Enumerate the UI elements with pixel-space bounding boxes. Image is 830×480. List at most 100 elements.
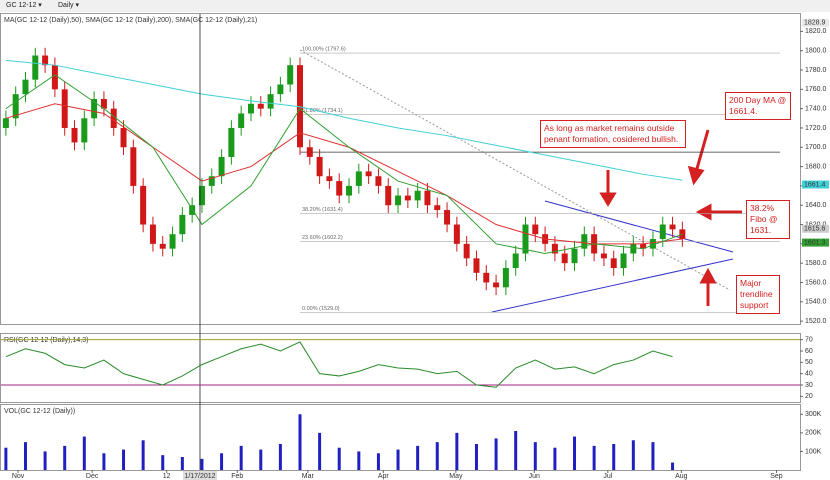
panel-title: RSI(GC 12-12 (Daily),14,3) bbox=[4, 337, 88, 344]
volume-bar bbox=[671, 462, 675, 470]
panel-title: VOL(GC 12-12 (Daily)) bbox=[4, 408, 75, 415]
y-tick-label: 70 bbox=[805, 337, 813, 344]
volume-bar bbox=[337, 447, 341, 470]
y-tick-label: 20 bbox=[805, 393, 813, 400]
x-tick-label: Feb bbox=[231, 473, 243, 480]
candle-body bbox=[169, 234, 176, 249]
price-label: 1615.6 bbox=[804, 226, 826, 233]
candle-body bbox=[669, 224, 676, 230]
price-label-bg bbox=[802, 238, 829, 247]
candle-body bbox=[277, 84, 284, 95]
candle-body bbox=[228, 127, 235, 157]
candle-body bbox=[12, 94, 19, 119]
candle-body bbox=[130, 147, 137, 186]
candle-body bbox=[100, 98, 107, 109]
candle-body bbox=[81, 118, 88, 143]
volume-bar bbox=[435, 442, 439, 470]
x-tick-label: Aug bbox=[675, 473, 688, 480]
volume-bar bbox=[180, 457, 184, 470]
trendlines bbox=[299, 49, 734, 313]
candle-body bbox=[444, 210, 451, 225]
y-tick-label: 300K bbox=[805, 411, 822, 418]
volume-bar bbox=[533, 442, 537, 470]
rsi-panel bbox=[0, 333, 801, 403]
candle-body bbox=[179, 214, 186, 235]
candle-body bbox=[346, 185, 353, 196]
candle-body bbox=[551, 243, 558, 254]
volume-bar bbox=[141, 440, 145, 470]
candle-body bbox=[51, 65, 58, 90]
candle-body bbox=[424, 190, 431, 206]
pennant-lower bbox=[491, 258, 734, 313]
annotation: As long as market remains outside penant… bbox=[540, 120, 686, 148]
candle-body bbox=[453, 224, 460, 244]
volume-bar bbox=[161, 455, 165, 470]
arrowhead bbox=[599, 192, 617, 207]
volume-bar bbox=[239, 445, 243, 470]
candle-body bbox=[512, 253, 519, 268]
candle-body bbox=[493, 282, 500, 288]
y-tick-label: 1580.0 bbox=[805, 260, 827, 267]
volume-bar bbox=[4, 447, 8, 470]
x-tick-label: Dec bbox=[86, 473, 99, 480]
x-tick-label: Jun bbox=[529, 473, 540, 480]
volume-bar bbox=[82, 436, 86, 470]
candle-body bbox=[355, 171, 362, 186]
volume-bar bbox=[200, 458, 204, 470]
candle-body bbox=[218, 156, 225, 177]
volume-bar bbox=[592, 445, 596, 470]
annotation: 38.2% Fibo @ 1631. bbox=[746, 200, 790, 239]
candle-body bbox=[120, 127, 127, 148]
candle-body bbox=[640, 243, 647, 249]
volume-bar bbox=[298, 414, 302, 470]
volume-bar bbox=[318, 432, 322, 470]
candle-body bbox=[473, 258, 480, 273]
annotation: Major trendline support bbox=[736, 275, 780, 314]
volume-bar bbox=[122, 449, 126, 470]
y-tick-label: 1820.0 bbox=[805, 28, 827, 35]
x-tick-label: Nov bbox=[12, 473, 25, 480]
candle-body bbox=[316, 156, 323, 177]
y-tick-label: 1700.0 bbox=[805, 144, 827, 151]
pennant-upper bbox=[544, 200, 734, 253]
series-line bbox=[5, 74, 683, 255]
y-tick-label: 1720.0 bbox=[805, 125, 827, 132]
volume-bar bbox=[612, 444, 616, 470]
candle-body bbox=[140, 185, 147, 225]
price-label-bg bbox=[802, 224, 829, 233]
cursor-label: 1/17/2012 bbox=[184, 473, 215, 480]
annotation: 200 Day MA @ 1661.4. bbox=[725, 92, 791, 120]
volume-bar bbox=[259, 449, 263, 470]
fib-label: 100.00% (1797.6) bbox=[302, 46, 346, 52]
interval[interactable]: Daily ▾ bbox=[58, 2, 80, 9]
fib-label: 38.20% (1631.4) bbox=[302, 207, 343, 213]
arrow bbox=[694, 129, 710, 173]
volume-bar bbox=[494, 438, 498, 470]
y-tick-label: 1520.0 bbox=[805, 318, 827, 325]
toolbar-bg bbox=[0, 0, 830, 12]
candle-body bbox=[620, 253, 627, 268]
symbol[interactable]: GC 12-12 ▾ bbox=[6, 2, 42, 9]
candle-body bbox=[463, 243, 470, 259]
price-label-bg bbox=[802, 18, 829, 27]
arrowhead bbox=[699, 267, 717, 284]
y-tick-label: 200K bbox=[805, 430, 822, 437]
candle-body bbox=[414, 190, 421, 201]
y-tick-label: 1680.0 bbox=[805, 163, 827, 170]
x-tick-label: May bbox=[449, 473, 463, 480]
price-label: 1661.4 bbox=[804, 181, 826, 188]
volume-bar bbox=[220, 453, 224, 470]
price-panel bbox=[0, 13, 801, 325]
candle-body bbox=[110, 108, 117, 128]
candle-body bbox=[365, 171, 372, 177]
candle-body bbox=[189, 205, 196, 215]
price-label: 1828.9 bbox=[804, 20, 826, 27]
candle-body bbox=[336, 181, 343, 196]
y-tick-label: 1560.0 bbox=[805, 279, 827, 286]
candle-body bbox=[502, 267, 509, 288]
candle-body bbox=[159, 243, 166, 249]
candle-body bbox=[22, 79, 29, 95]
volume-bar bbox=[416, 445, 420, 470]
candle-body bbox=[395, 195, 402, 206]
y-tick-label: 40 bbox=[805, 371, 813, 378]
